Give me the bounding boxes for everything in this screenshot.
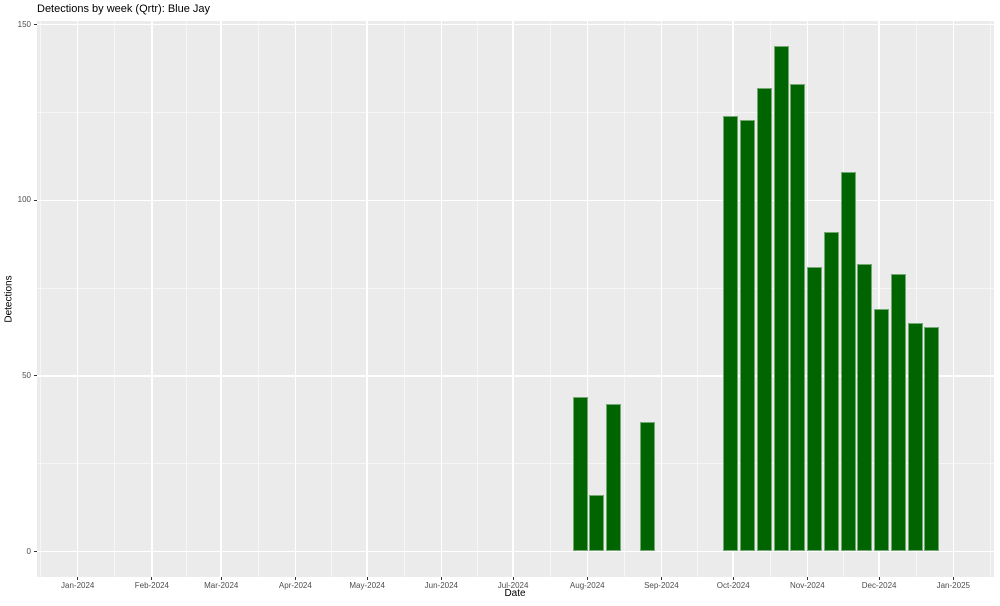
y-tick-label: 50 [22,370,31,380]
bar [572,396,588,552]
x-tick-mark [151,577,153,580]
gridline-vertical-minor [257,21,259,577]
gridline-vertical-minor [330,21,332,577]
x-tick-mark [440,577,442,580]
gridline-vertical-minor [114,21,116,577]
gridline-horizontal-major [37,550,994,553]
bar [924,326,940,552]
bar [606,403,622,552]
gridline-vertical-minor [40,21,42,577]
bar [857,263,873,552]
gridline-vertical-minor [186,21,188,577]
gridline-horizontal-major [37,199,994,202]
bar [773,45,789,552]
gridline-horizontal-major [37,375,994,377]
bar [756,87,772,552]
bar [740,119,756,552]
gridline-vertical-minor [549,21,551,577]
x-tick-mark [294,577,296,580]
gridline-vertical-major [220,21,222,577]
gridline-vertical-minor [623,21,625,577]
bar [890,274,906,552]
y-tick-label: 100 [17,195,31,205]
bar [790,84,806,552]
gridline-vertical-major [294,21,297,577]
gridline-vertical-major [151,21,153,577]
gridline-vertical-major [660,21,663,577]
gridline-horizontal-minor [37,287,994,289]
gridline-vertical-minor [989,21,991,577]
bar [807,267,823,552]
x-tick-mark [952,577,954,580]
gridline-horizontal-major [37,23,994,26]
gridline-vertical-major [512,21,514,577]
x-tick-mark [77,577,79,580]
x-tick-mark [806,577,808,580]
x-tick-mark [878,577,880,580]
x-tick-mark [660,577,662,580]
x-tick-mark [366,577,368,580]
y-tick-label: 150 [17,19,31,29]
bar [589,495,605,552]
bar [907,323,923,552]
x-axis-title: Date [504,588,526,599]
bar [874,309,890,552]
bar [823,231,839,552]
plot-panel [37,21,994,577]
gridline-vertical-minor [403,21,405,577]
gridline-vertical-major [440,21,443,577]
y-axis-title: Detections [3,275,15,323]
gridline-vertical-minor [915,21,917,577]
gridline-horizontal-minor [37,463,994,465]
gridline-vertical-major [366,21,368,577]
gridline-vertical-major [952,21,955,577]
gridline-vertical-minor [476,21,478,577]
x-tick-mark [586,577,588,580]
gridline-horizontal-minor [37,112,994,113]
bar [639,421,655,552]
x-tick-mark [220,577,222,580]
x-tick-mark [732,577,734,580]
gridline-vertical-major [76,21,79,577]
bar [840,172,856,552]
bar [723,116,739,552]
y-tick-label: 0 [26,546,31,556]
gridline-vertical-major [878,21,880,577]
gridline-vertical-minor [696,21,698,577]
chart-title: Detections by week (Qrtr): Blue Jay [37,3,211,15]
gridline-vertical-major [586,21,589,577]
x-tick-mark [512,577,514,580]
